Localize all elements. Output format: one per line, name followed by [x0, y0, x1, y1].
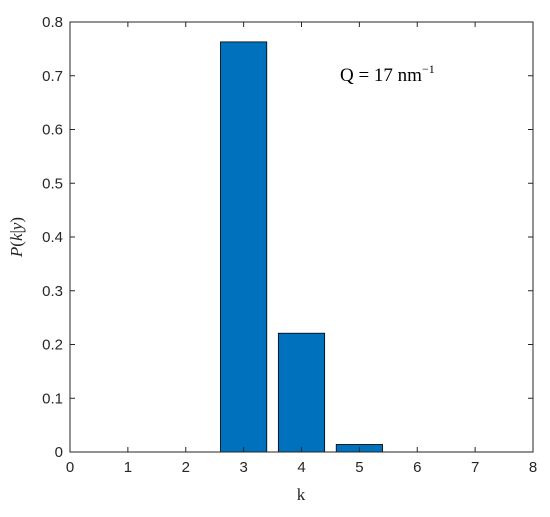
- x-tick-label: 7: [471, 459, 479, 476]
- bar-k-3: [220, 41, 268, 453]
- tick-labels-group: 0 1 2 3 4 5 6 7 8 0 0.1 0.2 0.3 0.4 0.5 0.6 0.7 0.8: [42, 14, 537, 476]
- x-tick-label: 3: [239, 459, 247, 476]
- y-tick-label: 0: [55, 444, 63, 461]
- x-tick-label: 4: [297, 459, 305, 476]
- y-tick-label: 0.2: [42, 337, 63, 354]
- x-tick-label: 5: [355, 459, 363, 476]
- y-tick-label: 0.7: [42, 68, 63, 85]
- x-tick-label: 6: [413, 459, 421, 476]
- y-tick-label: 0.8: [42, 14, 63, 31]
- y-tick-label: 0.1: [42, 390, 63, 407]
- y-tick-label: 0.3: [42, 283, 63, 300]
- x-tick-label: 1: [124, 459, 132, 476]
- bar-k-4: [277, 332, 326, 453]
- y-tick-label: 0.4: [42, 229, 63, 246]
- bars-group: [220, 41, 383, 453]
- q-annotation: Q = 17 nm−1: [340, 62, 435, 86]
- axes-group: [69, 21, 534, 453]
- y-tick-label: 0.6: [42, 122, 63, 139]
- x-tick-label: 0: [66, 459, 74, 476]
- x-tick-label: 8: [529, 459, 537, 476]
- y-axis-label: P(k|y): [7, 217, 26, 258]
- x-axis-label: k: [297, 485, 306, 504]
- y-tick-label: 0.5: [42, 175, 63, 192]
- x-tick-label: 2: [182, 459, 190, 476]
